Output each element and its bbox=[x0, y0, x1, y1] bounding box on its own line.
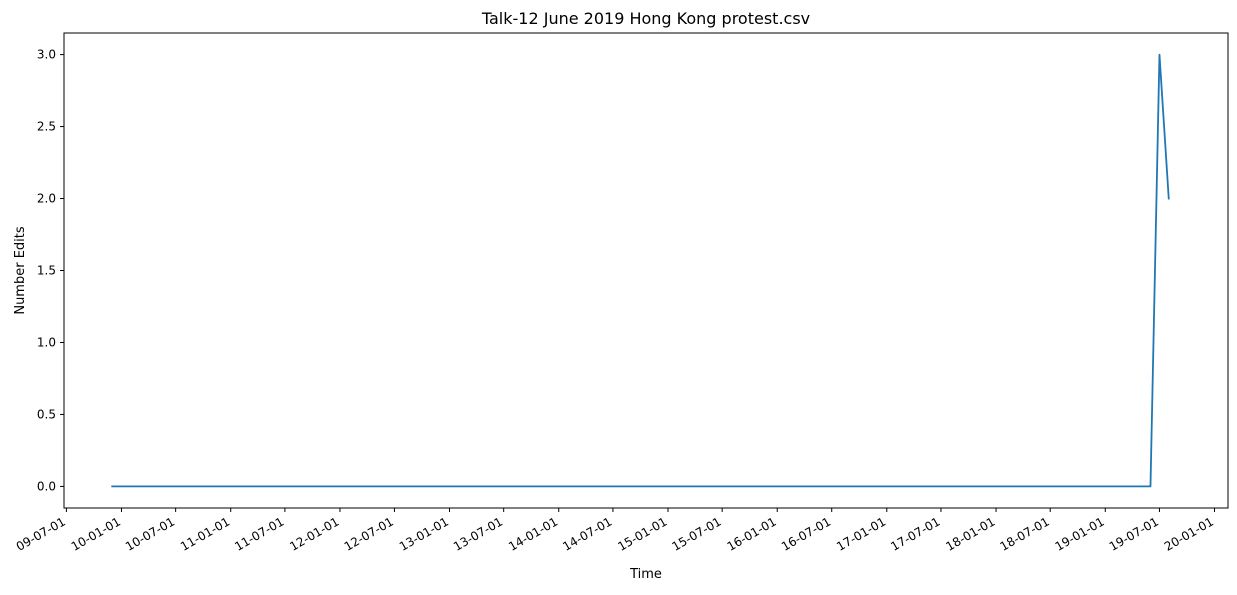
y-tick-label: 2.0 bbox=[37, 192, 56, 206]
plot-area bbox=[64, 33, 1228, 508]
y-tick-label: 0.0 bbox=[37, 479, 56, 493]
y-axis-label: Number Edits bbox=[13, 226, 28, 315]
y-tick-label: 3.0 bbox=[37, 48, 56, 62]
y-tick-label: 1.5 bbox=[37, 264, 56, 278]
series-layer bbox=[111, 53, 1170, 488]
chart-title: Talk-12 June 2019 Hong Kong protest.csv bbox=[481, 9, 810, 28]
y-axis-ticks: 0.0 0.5 1.0 1.5 2.0 2.5 3.0 bbox=[37, 48, 64, 493]
series-line-0 bbox=[111, 53, 1170, 488]
y-tick-label: 0.5 bbox=[37, 407, 56, 421]
y-tick-label: 1.0 bbox=[37, 335, 56, 349]
plot-frame bbox=[63, 32, 1229, 509]
y-tick-label: 2.5 bbox=[37, 120, 56, 134]
x-axis-label: Time bbox=[629, 567, 662, 582]
